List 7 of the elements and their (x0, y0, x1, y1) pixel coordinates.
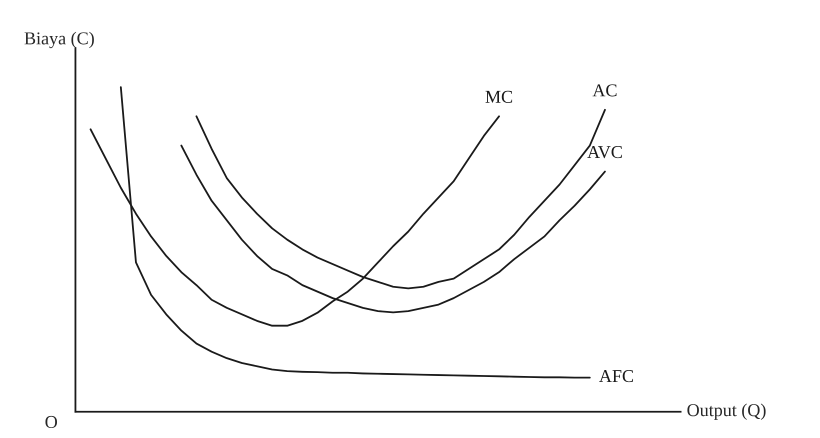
x-axis-title: Output (Q) (687, 404, 766, 420)
series-label: AC (592, 84, 616, 96)
series-label: MC (486, 90, 512, 103)
text: O (45, 416, 58, 428)
series-label: AVC (587, 146, 622, 158)
series-label: AFC (599, 370, 634, 382)
y-axis-title: Biaya (C) (24, 32, 94, 48)
